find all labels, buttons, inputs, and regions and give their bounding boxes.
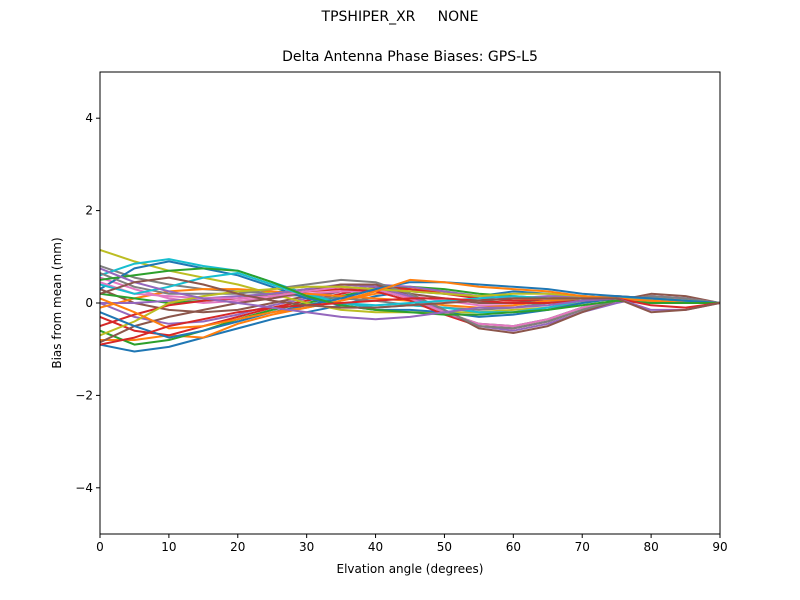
chart-title: Delta Antenna Phase Biases: GPS-L5 — [282, 49, 538, 65]
y-axis-label: Bias from mean (mm) — [50, 237, 64, 369]
y-tick-label: 2 — [85, 204, 93, 218]
y-tick-label: 4 — [85, 111, 93, 125]
series-line-21 — [100, 281, 720, 339]
x-tick-label: 50 — [437, 540, 452, 554]
y-tick-label: −4 — [75, 481, 93, 495]
series-line-23 — [100, 267, 720, 316]
x-tick-label: 20 — [230, 540, 245, 554]
figure-suptitle: TPSHIPER_XR NONE — [321, 9, 479, 25]
x-tick-label: 40 — [368, 540, 383, 554]
x-tick-label: 80 — [643, 540, 658, 554]
x-tick-label: 30 — [299, 540, 314, 554]
y-tick-label: −2 — [75, 388, 93, 402]
x-axis-ticks: 0 10 20 30 40 50 60 70 80 90 — [96, 534, 728, 554]
x-axis-label: Elvation angle (degrees) — [336, 562, 484, 576]
x-tick-label: 70 — [575, 540, 590, 554]
series-line-26 — [100, 276, 720, 314]
series-lines — [100, 248, 720, 353]
x-tick-label: 90 — [712, 540, 727, 554]
y-axis-ticks: −4 −2 0 2 4 — [75, 111, 100, 495]
series-line-13 — [100, 285, 720, 328]
y-tick-label: 0 — [85, 296, 93, 310]
x-tick-label: 10 — [161, 540, 176, 554]
x-tick-label: 0 — [96, 540, 104, 554]
x-tick-label: 60 — [506, 540, 521, 554]
